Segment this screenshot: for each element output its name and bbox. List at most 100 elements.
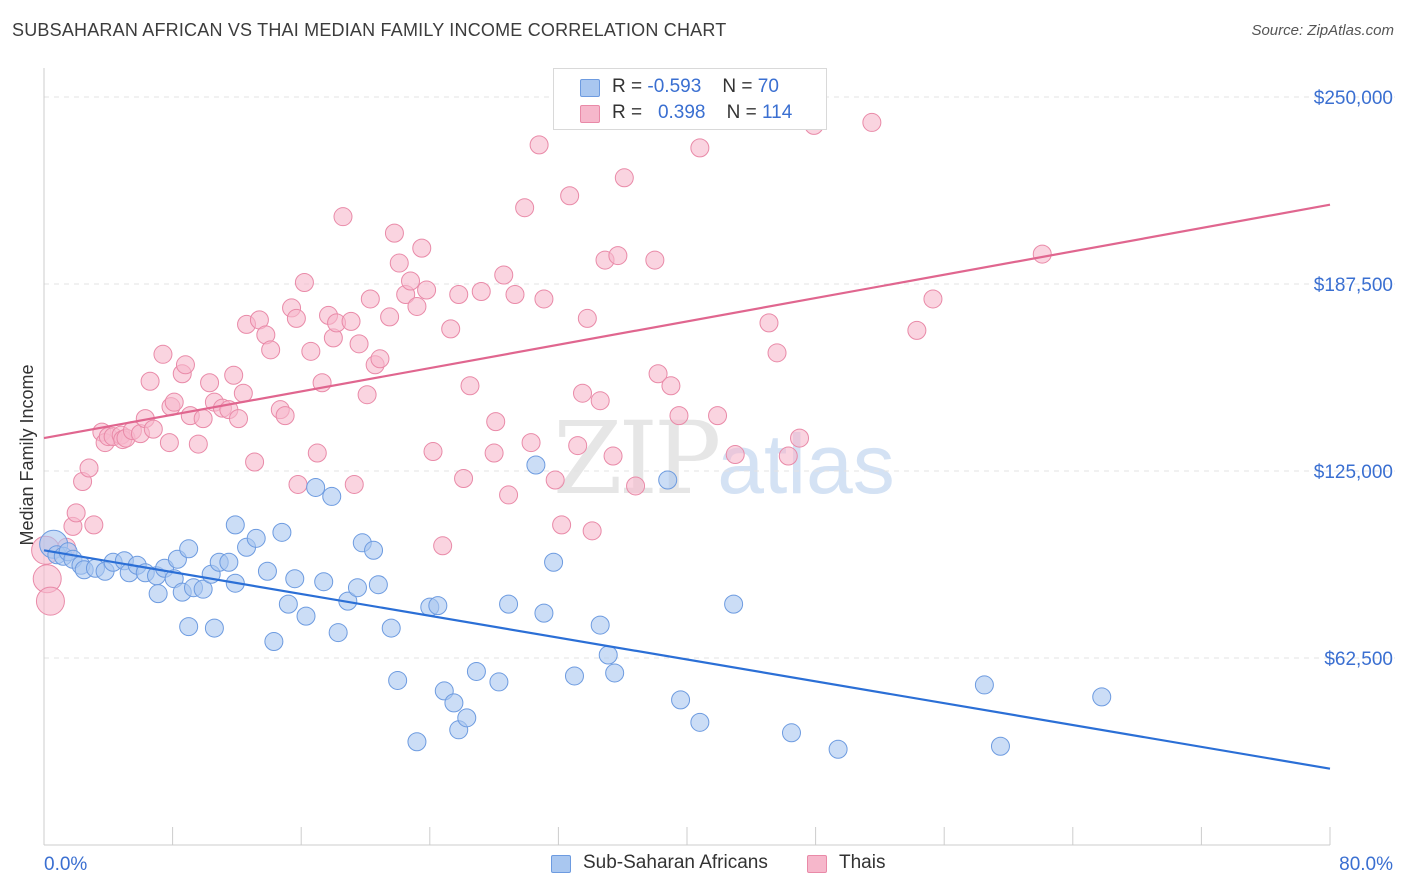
sub-saharan-point: [658, 470, 678, 490]
y-tick-label: $125,000: [1314, 462, 1393, 483]
sub-saharan-point: [466, 661, 486, 681]
y-tick-label: $62,500: [1324, 649, 1393, 670]
legend-r-label: R =: [612, 76, 643, 97]
thais-point: [433, 536, 453, 556]
sub-saharan-points: [39, 455, 1112, 759]
thais-point: [370, 349, 390, 369]
thais-point: [224, 365, 244, 385]
thais-point: [614, 168, 634, 188]
legend-swatch-blue: [551, 855, 571, 873]
legend-r-value: 0.398: [657, 102, 706, 123]
thais-point: [708, 406, 728, 426]
sub-saharan-point: [444, 693, 464, 713]
thais-point: [603, 446, 623, 466]
sub-saharan-point: [534, 603, 554, 623]
thais-point: [626, 476, 646, 496]
sub-saharan-point: [225, 515, 245, 535]
y-axis-label: Median Family Income: [17, 364, 37, 545]
sub-saharan-point: [322, 486, 342, 506]
thais-point: [560, 186, 580, 206]
trend-layer: [43, 203, 1331, 770]
thais-point: [577, 308, 597, 328]
sub-saharan-point: [671, 690, 691, 710]
thais-point: [188, 434, 208, 454]
y-tick-label: $187,500: [1314, 275, 1393, 296]
thais-point: [349, 334, 369, 354]
sub-saharan-point: [605, 663, 625, 683]
bottom-legend-label: Sub-Saharan Africans: [583, 852, 768, 873]
thais-point: [153, 344, 173, 364]
thais-point: [573, 383, 593, 403]
sub-saharan-point: [314, 572, 334, 592]
sub-saharan-point: [179, 617, 199, 637]
sub-saharan-point: [781, 723, 801, 743]
thais-point: [790, 428, 810, 448]
thais-point: [494, 265, 514, 285]
sub-saharan-point: [368, 575, 388, 595]
thais-point: [471, 281, 491, 301]
sub-saharan-point: [148, 584, 168, 604]
sub-saharan-point: [598, 645, 618, 665]
thais-point: [233, 383, 253, 403]
thais-point: [552, 515, 572, 535]
thais-point: [175, 355, 195, 375]
thais-point: [380, 307, 400, 327]
thais-point: [499, 485, 519, 505]
sub-saharan-point: [246, 528, 266, 548]
sub-saharan-point: [526, 455, 546, 475]
thais-point: [645, 250, 665, 270]
chart-title: SUBSAHARAN AFRICAN VS THAI MEDIAN FAMILY…: [12, 20, 727, 40]
thais-point: [484, 443, 504, 463]
thais-point: [84, 515, 104, 535]
watermark: ZIPatlas: [553, 400, 895, 517]
thais-point: [449, 284, 469, 304]
thais-point: [307, 443, 327, 463]
sub-saharan-point: [285, 569, 305, 589]
thais-point: [417, 280, 437, 300]
sub-saharan-point: [328, 623, 348, 643]
thais-point: [261, 340, 281, 360]
thais-point: [690, 138, 710, 158]
thais-point: [767, 343, 787, 363]
sub-saharan-point: [428, 596, 448, 616]
thais-point: [245, 452, 265, 472]
thais-point: [229, 409, 249, 429]
thais-point: [164, 392, 184, 412]
y-tick-label: $250,000: [1314, 88, 1393, 109]
thais-point: [407, 296, 427, 316]
sub-saharan-point: [499, 594, 519, 614]
sub-saharan-point: [564, 666, 584, 686]
sub-saharan-point: [296, 606, 316, 626]
sub-saharan-point: [489, 672, 509, 692]
thais-point: [384, 223, 404, 243]
thais-point: [140, 371, 160, 391]
thais-point: [515, 198, 535, 218]
thais-point: [341, 311, 361, 331]
thais-point: [545, 470, 565, 490]
sub-saharan-point: [457, 708, 477, 728]
thais-point: [286, 308, 306, 328]
thais-point: [521, 433, 541, 453]
legend-n-label: N =: [722, 76, 753, 97]
thais-point: [907, 320, 927, 340]
thais-point: [529, 135, 549, 155]
thais-point: [412, 238, 432, 258]
legend-swatch-blue: [580, 79, 600, 97]
sub-saharan-point: [193, 579, 213, 599]
thais-point: [275, 406, 295, 426]
thais-point: [778, 446, 798, 466]
thais-point: [159, 433, 179, 453]
sub-saharan-point: [204, 618, 224, 638]
thais-point: [288, 474, 308, 494]
sub-saharan-point: [990, 736, 1010, 756]
thais-point: [669, 406, 689, 426]
legend-n-value: 114: [762, 102, 793, 123]
thais-point: [590, 391, 610, 411]
thais-point: [401, 271, 421, 291]
thais-points: [31, 108, 1052, 616]
thais-point: [923, 289, 943, 309]
thais-point: [200, 373, 220, 393]
thais-point: [582, 521, 602, 541]
thais-point: [486, 412, 506, 432]
thais-point: [35, 586, 65, 616]
